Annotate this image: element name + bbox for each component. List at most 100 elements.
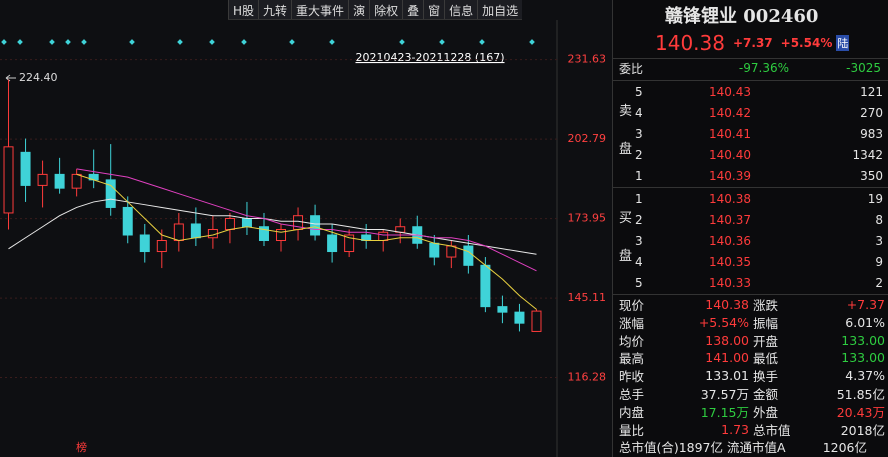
candle-body (276, 228, 287, 242)
stat-label: 振幅 (753, 315, 779, 331)
stat-label: 流通市值A (727, 440, 786, 456)
toolbar-button[interactable]: 加自选 (477, 0, 522, 19)
order-row: 4 140.42 270 (613, 103, 888, 123)
order-row: 5 140.43 121 (613, 82, 888, 102)
toolbar-button[interactable]: 信息 (444, 0, 477, 19)
corner-label: 榜 (76, 440, 87, 454)
high-label: 224.40 (19, 71, 58, 84)
quote-panel: 赣锋锂业 002460 140.38 +7.37 +5.54% 陆委比 -97.36% -3… (612, 0, 888, 457)
order-row: 1 140.38 19 (613, 189, 888, 209)
change: +7.37 (732, 36, 773, 50)
order-price: 140.42 (709, 106, 751, 120)
order-volume: 8 (875, 213, 883, 227)
candle-body (497, 306, 508, 313)
candle-body (20, 151, 31, 186)
committee-diff: -3025 (846, 61, 881, 75)
stat-row: 总市值(合) 1897亿 流通市值A 1206亿 (613, 438, 888, 455)
change-pct: +5.54% (780, 36, 833, 50)
candle-body (514, 311, 525, 324)
order-price: 140.36 (709, 234, 751, 248)
toolbar-button[interactable]: 九转 (258, 0, 291, 19)
candle-body (173, 223, 184, 242)
stat-value: +5.54% (698, 314, 749, 330)
toolbar-button[interactable]: 除权 (369, 0, 402, 19)
order-price: 140.33 (709, 276, 751, 290)
order-price: 140.43 (709, 85, 751, 99)
price: 140.38 (655, 31, 725, 55)
order-row: 3 140.41 983 (613, 124, 888, 144)
order-row: 4 140.35 9 (613, 252, 888, 272)
stat-label: 现价 (619, 298, 645, 313)
candle-body (378, 231, 389, 242)
divider (613, 294, 888, 295)
stat-row: 均价 138.00 开盘 133.00 (613, 332, 888, 349)
level: 4 (635, 106, 643, 120)
toolbar: H股 九转 重大事件演除权叠窗信息 加自选 (228, 0, 523, 20)
order-row: 1 140.39 350 (613, 166, 888, 186)
candle-body (156, 240, 167, 253)
toolbar-button[interactable]: H股 (228, 0, 258, 19)
candle-body (258, 226, 269, 242)
chart: 20210423-20211228 (167) 224.40 榜 231.63 2… (0, 20, 607, 457)
stat-label: 最高 (619, 351, 645, 367)
stat-row: 最高 141.00 最低 133.00 (613, 349, 888, 366)
stat-value: 138.00 (705, 332, 749, 348)
level: 3 (635, 127, 643, 141)
candle-body (463, 245, 474, 266)
stat-label: 开盘 (753, 333, 779, 349)
side-label: 盘 (619, 249, 633, 264)
candle-body (241, 217, 252, 228)
order-volume: 9 (875, 255, 883, 269)
stat-label: 总市值(合) (619, 440, 679, 456)
stat-value: 141.00 (705, 350, 749, 366)
y-tick-label: 116.28 (568, 371, 607, 384)
stat-label: 均价 (619, 333, 645, 349)
toolbar-button[interactable]: 叠 (402, 0, 423, 19)
stat-value: 133.00 (841, 350, 885, 366)
toolbar-button[interactable]: 窗 (423, 0, 444, 19)
stat-label: 总手 (619, 387, 645, 402)
badge: 陆 (836, 35, 850, 51)
order-price: 140.41 (709, 127, 751, 141)
order-price: 140.40 (709, 148, 751, 162)
side-label: 卖 (619, 104, 633, 119)
order-row: 2 140.40 1342 (613, 145, 888, 165)
stat-value: 6.01% (845, 314, 885, 330)
stat-row: 内盘 17.15万 外盘 20.43万 (613, 403, 888, 420)
stat-row: 昨收 133.01 换手 4.37% (613, 367, 888, 384)
committee-label: 委比 (619, 61, 644, 76)
stat-label: 内盘 (619, 404, 645, 420)
committee-ratio: -97.36% (738, 61, 789, 75)
order-row: 5 140.33 2 (613, 273, 888, 293)
stat-label: 涨跌 (753, 298, 779, 313)
level: 2 (635, 213, 643, 227)
level: 4 (635, 255, 643, 269)
order-volume: 350 (860, 169, 883, 183)
price-row: 140.38 +7.37 +5.54% 陆 (613, 30, 888, 56)
toolbar-button[interactable]: 重大事件 (291, 0, 348, 19)
stat-value: 2018亿 (840, 422, 885, 438)
order-row: 3 140.36 3 (613, 231, 888, 251)
candle-body (122, 206, 133, 236)
order-price: 140.38 (709, 192, 751, 206)
candle-body (224, 217, 235, 230)
order-volume: 1342 (852, 148, 883, 162)
y-tick-label: 173.95 (568, 212, 607, 225)
stat-value: 1206亿 (822, 440, 867, 456)
stat-value: 133.00 (841, 332, 885, 348)
divider (613, 58, 888, 59)
toolbar-button[interactable]: 演 (348, 0, 369, 19)
stat-value: 20.43万 (836, 404, 885, 420)
order-price: 140.35 (709, 255, 751, 269)
stat-value: 1.73 (721, 421, 749, 437)
stat-value: 4.37% (845, 368, 885, 384)
y-tick-label: 231.63 (568, 53, 607, 66)
candle-body (531, 310, 542, 332)
level: 1 (635, 192, 643, 206)
candle-body (480, 264, 491, 308)
candle-body (190, 223, 201, 239)
candle-body (446, 245, 457, 258)
y-tick-label: 145.11 (568, 291, 607, 304)
candle-body (139, 234, 150, 253)
